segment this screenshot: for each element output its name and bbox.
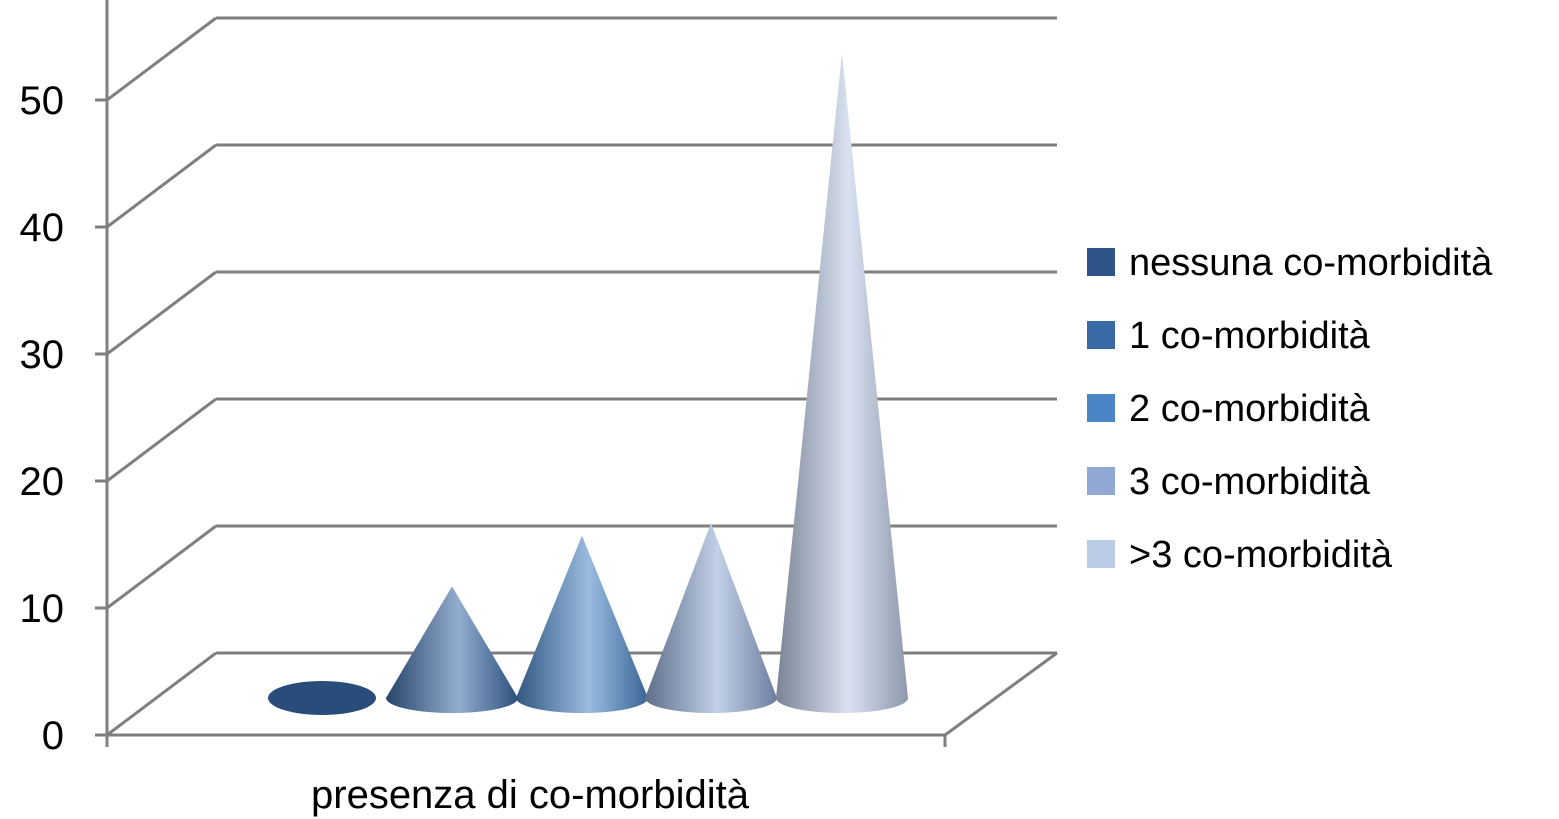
cone-body [386,586,518,713]
legend-label: 2 co-morbidità [1129,388,1371,430]
side-wall-line [106,651,217,737]
side-wall-line [106,16,217,102]
legend: nessuna co-morbidità 1 co-morbidità 2 co-m… [1087,242,1493,576]
y-tick-label: 10 [20,587,65,631]
y-tick-label: 20 [20,460,65,504]
y-tick-label: 40 [20,206,65,250]
legend-label: nessuna co-morbidità [1129,242,1493,284]
chart-walls [105,0,1058,747]
cone-body [516,535,648,713]
cone-4 [776,53,908,713]
side-wall-line [106,397,217,483]
side-wall-line [106,270,217,356]
side-wall-line [106,143,217,229]
cone-2 [516,535,648,713]
legend-swatch [1087,321,1115,349]
y-tick-label: 50 [20,79,65,123]
floor-right-edge [944,651,1058,737]
legend-swatch [1087,540,1115,568]
y-tick-label: 0 [42,714,64,758]
x-category-label: presenza di co-morbidità [311,773,750,817]
cones [268,53,908,715]
legend-swatch [1087,467,1115,495]
cone-0 [268,681,376,715]
cone-1 [386,586,518,713]
cone-body [645,522,777,713]
legend-label: 3 co-morbidità [1129,461,1371,503]
y-axis-ticks: 0 10 20 30 40 50 [20,79,107,758]
side-wall-line [106,524,217,610]
cone-3 [645,522,777,713]
cone-body [776,53,908,713]
legend-label: >3 co-morbidità [1129,534,1393,576]
legend-label: 1 co-morbidità [1129,315,1371,357]
legend-swatch [1087,248,1115,276]
y-tick-label: 30 [20,333,65,377]
legend-swatch [1087,394,1115,422]
